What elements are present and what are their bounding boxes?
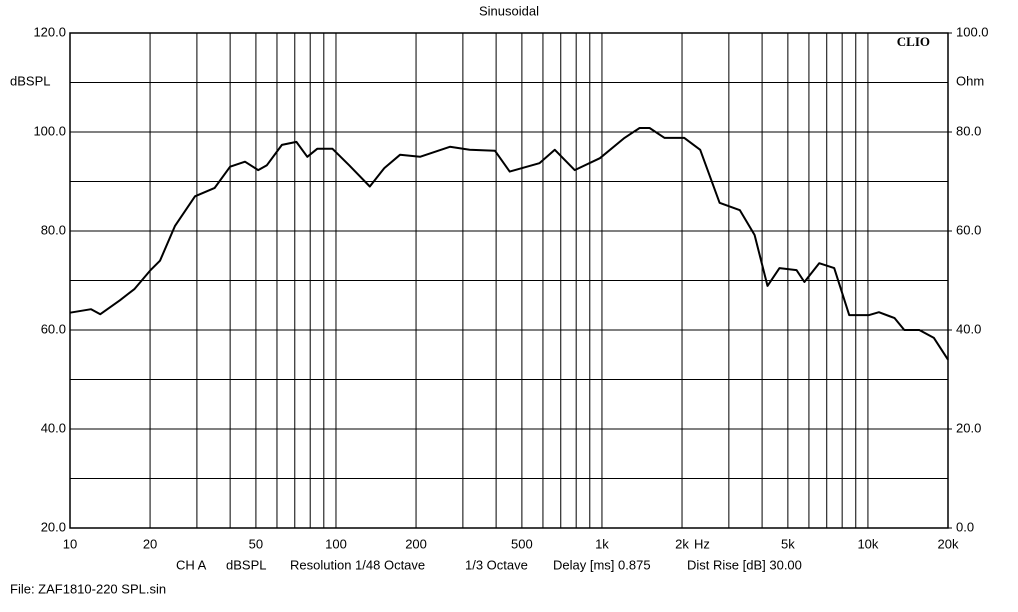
- x-tick-label: 20: [143, 536, 157, 551]
- x-tick-label: 200: [405, 536, 427, 551]
- x-tick-label: 5k: [781, 536, 795, 551]
- x-tick-label: 1k: [595, 536, 609, 551]
- x-unit: Hz: [694, 536, 710, 551]
- y2-tick-label: 100.0: [956, 24, 989, 39]
- footer-note: CH A: [176, 557, 207, 572]
- x-tick-label: 500: [511, 536, 533, 551]
- y2-tick-label: 0.0: [956, 519, 974, 534]
- y2-tick-label: 60.0: [956, 222, 981, 237]
- y-tick-label: 40.0: [41, 420, 66, 435]
- chart-title: Sinusoidal: [479, 3, 539, 18]
- x-tick-label: 100: [325, 536, 347, 551]
- y2-axis-label: Ohm: [956, 73, 984, 88]
- y-tick-label: 20.0: [41, 519, 66, 534]
- y-axis-label: dBSPL: [10, 73, 50, 88]
- y-tick-label: 120.0: [33, 24, 66, 39]
- y2-tick-label: 40.0: [956, 321, 981, 336]
- footer-note: dBSPL: [226, 557, 266, 572]
- response-line: [69, 127, 949, 361]
- footer-note: 1/3 Octave: [465, 557, 528, 572]
- y-tick-label: 60.0: [41, 321, 66, 336]
- x-tick-label: 2k: [675, 536, 689, 551]
- x-tick-label: 20k: [938, 536, 959, 551]
- footer-note: Dist Rise [dB] 30.00: [687, 557, 802, 572]
- x-tick-label: 10k: [857, 536, 878, 551]
- y-tick-label: 100.0: [33, 123, 66, 138]
- x-tick-label: 50: [249, 536, 263, 551]
- y2-tick-label: 80.0: [956, 123, 981, 138]
- file-label: File: ZAF1810-220 SPL.sin: [10, 581, 166, 596]
- y2-tick-label: 20.0: [956, 420, 981, 435]
- footer-note: Resolution 1/48 Octave: [290, 557, 425, 572]
- footer-note: Delay [ms] 0.875: [553, 557, 651, 572]
- y-tick-label: 80.0: [41, 222, 66, 237]
- x-tick-label: 10: [63, 536, 77, 551]
- logo: CLIO: [897, 34, 930, 49]
- plot-frame: [69, 32, 949, 529]
